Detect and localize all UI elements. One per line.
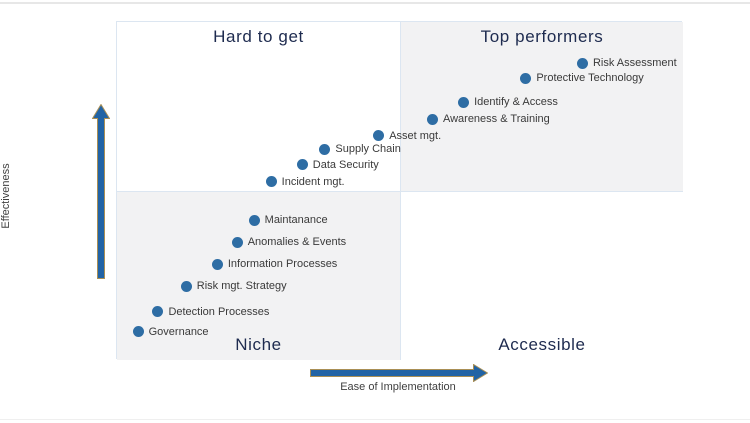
quadrant-accessible: Accessible — [400, 191, 683, 360]
data-point-supply-chain: Supply Chain — [319, 143, 401, 156]
data-point-protective-technology: Protective Technology — [520, 72, 644, 85]
quadrant-top-performers: Top performers — [400, 22, 683, 191]
data-point-governance: Governance — [132, 325, 209, 338]
quadrant-hard-to-get: Hard to get — [117, 22, 400, 191]
point-dot — [426, 113, 438, 125]
quadrant-title-hard-to-get: Hard to get — [213, 27, 304, 46]
point-label: Identify & Access — [474, 96, 558, 109]
quadrant-title-top-performers: Top performers — [480, 27, 604, 46]
point-label: Awareness & Training — [442, 113, 550, 126]
effectiveness-axis-arrow — [92, 104, 110, 279]
point-dot — [248, 214, 260, 226]
point-label: Protective Technology — [536, 72, 644, 85]
data-point-risk-assessment: Risk Assessment — [576, 57, 677, 70]
data-point-detection-processes: Detection Processes — [152, 306, 269, 318]
point-label: Information Processes — [227, 258, 338, 271]
quadrant-chart: Hard to get Top performers Niche Accessi… — [116, 21, 683, 360]
point-dot — [296, 159, 308, 171]
top-edge-divider — [0, 2, 750, 4]
point-dot — [180, 280, 192, 292]
point-dot — [152, 306, 164, 318]
point-label: Detection Processes — [168, 305, 270, 318]
point-label: Incident mgt. — [281, 175, 345, 188]
data-point-data-security: Data Security — [296, 158, 379, 171]
point-label: Anomalies & Events — [247, 236, 347, 249]
point-label: Governance — [148, 325, 209, 338]
data-point-information-processes: Information Processes — [211, 258, 338, 271]
point-label: Risk mgt. Strategy — [196, 280, 287, 293]
point-dot — [319, 143, 331, 155]
data-point-risk-mgt-strategy: Risk mgt. Strategy — [180, 280, 287, 293]
data-point-maintanance: Maintanance — [248, 214, 328, 227]
point-dot — [458, 96, 470, 108]
point-dot — [520, 72, 532, 84]
quadrant-title-accessible: Accessible — [498, 335, 586, 354]
ease-axis-arrow — [310, 364, 488, 382]
data-point-asset-mgt: Asset mgt. — [373, 130, 441, 142]
y-axis-label: Effectiveness — [0, 163, 12, 229]
point-dot — [373, 130, 385, 142]
x-axis-label: Ease of Implementation — [340, 381, 456, 393]
point-label: Supply Chain — [335, 143, 401, 156]
point-dot — [265, 176, 277, 188]
data-point-anomalies-events: Anomalies & Events — [231, 236, 347, 249]
data-point-incident-mgt: Incident mgt. — [265, 175, 345, 188]
quadrant-title-niche: Niche — [235, 335, 282, 354]
data-point-awareness-training: Awareness & Training — [426, 113, 550, 126]
point-label: Asset mgt. — [389, 129, 442, 142]
data-point-identify-access: Identify & Access — [458, 96, 558, 108]
plot-area: Risk Assessment Protective Technology Iden… — [116, 21, 682, 359]
point-dot — [211, 258, 223, 270]
point-label: Data Security — [312, 158, 379, 171]
point-dot — [132, 326, 144, 338]
point-dot — [231, 236, 243, 248]
bottom-edge-divider — [0, 419, 750, 420]
point-dot — [576, 57, 588, 69]
point-label: Risk Assessment — [592, 57, 677, 70]
point-label: Maintanance — [264, 214, 328, 227]
